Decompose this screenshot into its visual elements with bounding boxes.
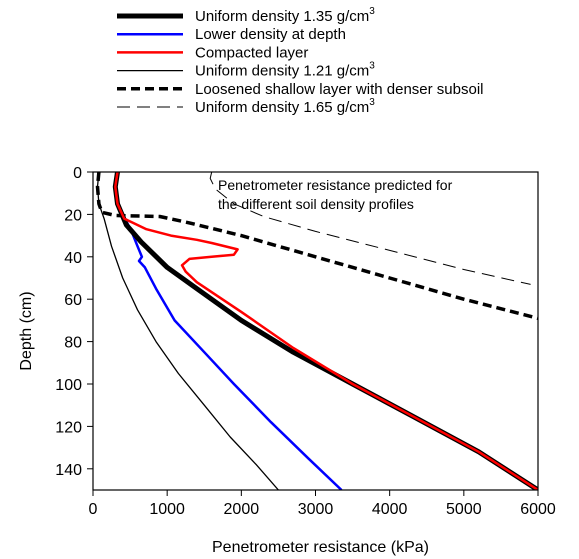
x-axis-label: Penetrometer resistance (kPa) <box>212 539 429 556</box>
series-line-2 <box>114 171 538 490</box>
legend-label-1: Lower density at depth <box>195 26 346 43</box>
y-tick-label-6: 120 <box>55 419 82 436</box>
legend-label-4: Loosened shallow layer with denser subso… <box>195 81 484 98</box>
x-tick-label-1: 1000 <box>149 501 185 518</box>
x-tick-label-3: 3000 <box>298 501 334 518</box>
y-tick-label-1: 20 <box>64 207 82 224</box>
x-tick-label-2: 2000 <box>224 501 260 518</box>
series-line-4 <box>95 171 538 320</box>
y-tick-label-0: 0 <box>73 165 82 182</box>
annotation-line-1: the different soil density profiles <box>218 196 414 212</box>
x-tick-label-4: 4000 <box>372 501 408 518</box>
x-tick-label-5: 5000 <box>446 501 482 518</box>
series-line-5 <box>209 171 531 285</box>
y-tick-label-2: 40 <box>64 250 82 267</box>
plot-area: Penetrometer resistance predicted for the… <box>95 171 538 490</box>
legend-label-2: Compacted layer <box>195 44 308 61</box>
x-tick-label-6: 6000 <box>520 501 556 518</box>
x-tick-label-0: 0 <box>89 501 98 518</box>
y-tick-label-3: 60 <box>64 292 82 309</box>
y-tick-label-4: 80 <box>64 335 82 352</box>
plot-frame <box>92 171 539 491</box>
annotation-line-0: Penetrometer resistance predicted for <box>218 177 453 193</box>
legend-label-3: Uniform density 1.21 g/cm3 <box>195 61 375 80</box>
y-tick-label-5: 100 <box>55 377 82 394</box>
y-tick-label-7: 140 <box>55 462 82 479</box>
legend-label-5: Uniform density 1.65 g/cm3 <box>195 97 375 116</box>
y-axis-label: Depth (cm) <box>18 291 35 370</box>
axes: 0 1000 2000 3000 4000 5000 6000 0 20 40 60 80 100 120… <box>18 165 556 556</box>
legend-label-0: Uniform density 1.35 g/cm3 <box>195 6 375 25</box>
